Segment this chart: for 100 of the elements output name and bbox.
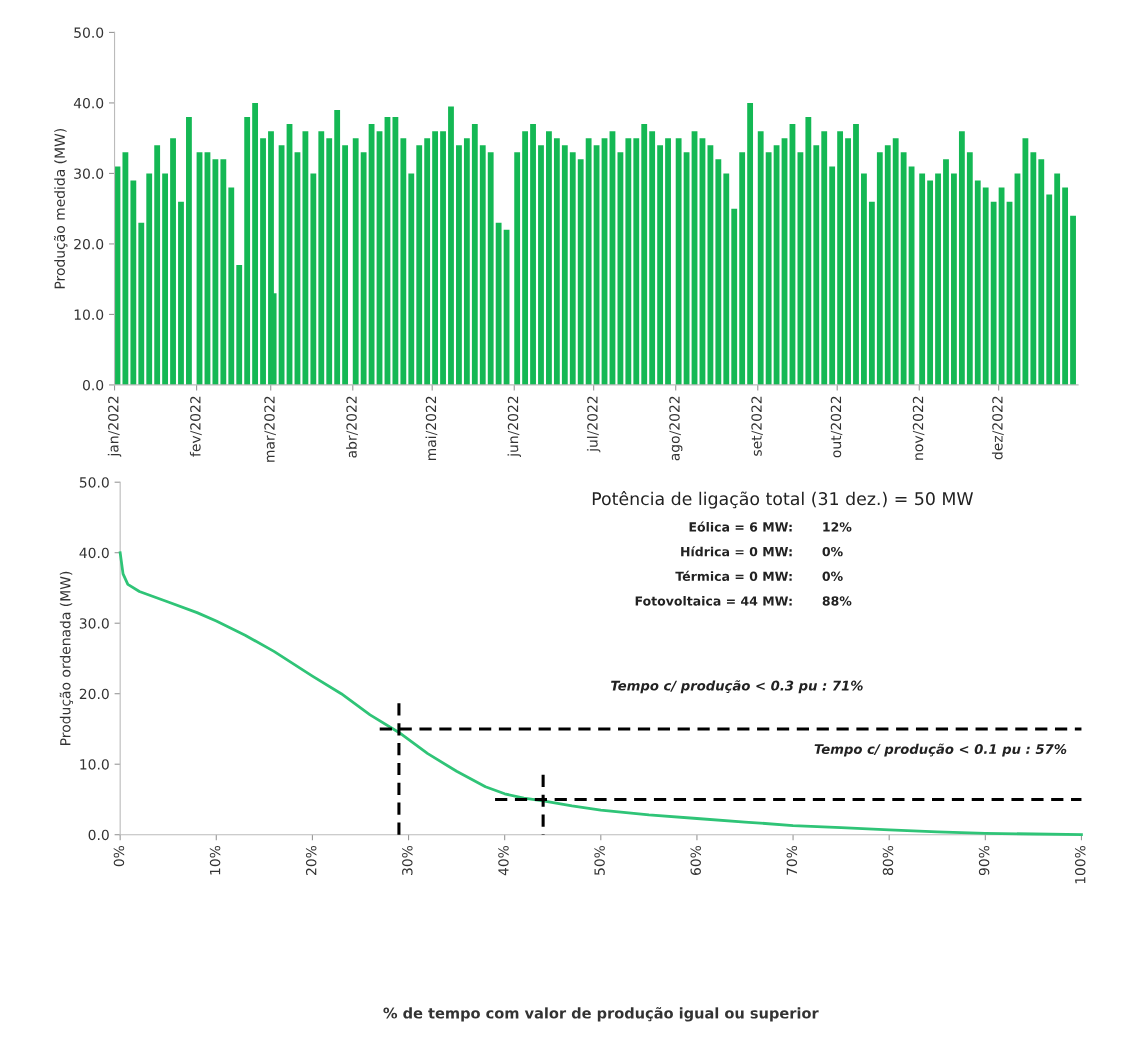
bar (553, 138, 560, 385)
bar (853, 124, 859, 385)
bar (170, 138, 176, 385)
bar (162, 173, 169, 385)
annotation: Hídrica = 0 MW: (681, 546, 792, 557)
bar (334, 109, 341, 385)
bar (463, 138, 470, 385)
y-axis-title: Produção ordenada (MW) (59, 571, 74, 745)
bar (982, 187, 989, 385)
x-tick-label: 0% (113, 845, 125, 867)
bar (514, 152, 521, 385)
x-tick-label: abr/2022 (346, 396, 358, 458)
x-tick-label: 30% (402, 845, 413, 875)
x-tick-label: 70% (786, 845, 798, 875)
bar (302, 131, 309, 385)
y-tick-label: 10.0 (74, 309, 104, 320)
y-tick-label: 50.0 (79, 477, 109, 488)
bar (765, 152, 772, 385)
x-tick-label: mar/2022 (264, 396, 276, 462)
bar (884, 145, 891, 385)
bar (495, 222, 502, 385)
bar (829, 166, 836, 385)
bar (440, 131, 446, 385)
bar (757, 131, 764, 385)
x-axis-title: % de tempo com valor de produção igual ou superior (383, 1007, 819, 1022)
bar (479, 145, 486, 385)
bar (178, 201, 184, 385)
bar (456, 145, 462, 385)
bar (228, 187, 235, 385)
bar (1038, 159, 1045, 385)
bar (665, 138, 671, 385)
bar (927, 180, 934, 385)
bar (577, 159, 584, 385)
y-tick-label: 30.0 (74, 168, 104, 179)
bar (935, 173, 941, 385)
y-tick-label: 50.0 (74, 27, 104, 38)
x-tick-label: 80% (882, 845, 894, 876)
annotation: Fotovoltaica = 44 MW: (635, 596, 792, 606)
bar (617, 152, 624, 385)
bar (633, 138, 640, 385)
bar (432, 131, 439, 385)
x-tick-label: 90% (978, 845, 990, 876)
bar (236, 265, 243, 385)
bar (522, 131, 529, 385)
annotation: Tempo c/ produção < 0.1 pu : 57% (814, 743, 1067, 757)
bar (876, 152, 883, 385)
y-axis-title: Produção medida (MW) (53, 129, 68, 289)
annotation: 12% (823, 522, 852, 532)
x-tick-label: 20% (305, 845, 317, 875)
x-tick-label: jan/2022 (107, 396, 122, 457)
bar (400, 138, 407, 385)
bar (641, 124, 648, 385)
y-tick-label: 40.0 (73, 97, 104, 109)
annotation: Tempo c/ produção < 0.3 pu : 71% (611, 680, 863, 694)
bar (352, 138, 359, 385)
bar (244, 117, 251, 385)
bar (861, 173, 867, 385)
bar (649, 131, 656, 385)
bar (958, 131, 965, 385)
bar (538, 145, 544, 385)
bar (990, 201, 997, 385)
bar (318, 131, 325, 385)
bar (212, 159, 219, 385)
bar (392, 117, 399, 385)
bar (561, 145, 568, 385)
bar (715, 159, 722, 385)
y-tick-label: 0.0 (82, 379, 104, 391)
bar (1030, 152, 1037, 385)
annotation: 0% (822, 546, 843, 557)
annotation: 0% (822, 571, 843, 582)
bar (546, 131, 552, 385)
bar (471, 124, 478, 385)
bar (892, 138, 899, 385)
bar (797, 152, 804, 385)
bar (1062, 187, 1069, 385)
x-tick-label: 50% (594, 845, 605, 875)
bar (1022, 138, 1029, 385)
bar (138, 222, 145, 385)
bar (326, 138, 333, 385)
x-tick-label: 10% (209, 845, 221, 875)
bar (868, 201, 875, 385)
bar (845, 138, 851, 385)
x-tick-label: nov/2022 (912, 396, 925, 460)
x-tick-label: 40% (498, 845, 509, 876)
bar (943, 159, 949, 385)
bar (585, 138, 592, 385)
bar (966, 152, 973, 385)
x-tick-label: out/2022 (830, 396, 843, 458)
y-tick-label: 20.0 (79, 688, 109, 700)
bar (821, 131, 828, 385)
bar (186, 117, 192, 385)
annotation: Potência de ligação total (31 dez.) = 50 MW (592, 491, 973, 509)
bar (900, 152, 907, 385)
bar (487, 152, 494, 385)
x-tick-label: jun/2022 (507, 396, 521, 458)
bar (360, 152, 367, 385)
bar (1054, 173, 1061, 385)
bar (1070, 215, 1076, 385)
bar (974, 180, 981, 385)
bar (569, 152, 576, 385)
